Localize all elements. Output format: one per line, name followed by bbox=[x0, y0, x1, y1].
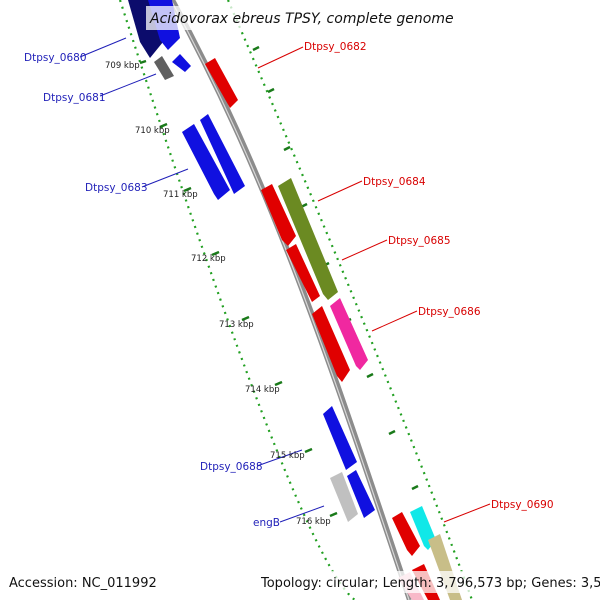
gene-dtpsy-0690-cyan-arrow[interactable] bbox=[410, 506, 436, 550]
leader-dtpsy-0682 bbox=[257, 46, 304, 69]
kbp-label-709: 709 kbp bbox=[105, 61, 140, 71]
accession-text: Accession: NC_011992 bbox=[9, 576, 157, 591]
leader-dtpsy-0686 bbox=[371, 310, 418, 332]
gene-dtpsy-0688-arrow[interactable] bbox=[323, 406, 357, 470]
gene-label-dtpsy-0681[interactable]: Dtpsy_0681 bbox=[43, 92, 106, 104]
gene-dtpsy-0684-olive-arrow[interactable] bbox=[278, 178, 338, 300]
gene-small-gray-arrow[interactable] bbox=[154, 56, 174, 80]
kbp-label-714: 714 kbp bbox=[245, 385, 280, 395]
gene-dtpsy-0690-red-arrow[interactable] bbox=[392, 512, 420, 556]
leader-lines bbox=[79, 37, 491, 523]
kbp-label-716: 716 kbp bbox=[296, 517, 331, 527]
gene-dtpsy-0682-arrow[interactable] bbox=[205, 58, 238, 108]
genome-title: Acidovorax ebreus TPSY, complete genome bbox=[149, 11, 454, 27]
genome-summary-text: Topology: circular; Length: 3,796,573 bp… bbox=[260, 576, 600, 591]
kbp-label-710: 710 kbp bbox=[135, 126, 170, 136]
gene-dtpsy-0683-left-arrow[interactable] bbox=[182, 124, 230, 200]
leader-dtpsy-0684 bbox=[317, 180, 363, 202]
gene-label-dtpsy-0680[interactable]: Dtpsy_0680 bbox=[24, 52, 87, 64]
gene-dtpsy-0685-arrow[interactable] bbox=[286, 244, 320, 302]
leader-dtpsy-0688 bbox=[256, 449, 303, 467]
inner-tick-marks bbox=[139, 59, 338, 518]
inner-dotted-guide bbox=[118, 0, 356, 600]
genome-backbone-highlight bbox=[170, 0, 410, 600]
title-background bbox=[146, 6, 452, 30]
leader-dtpsy-0680 bbox=[79, 37, 127, 58]
gene-dtpsy-0686-magenta-arrow[interactable] bbox=[330, 298, 368, 370]
leader-engb bbox=[279, 505, 325, 523]
reverse-strand-genes bbox=[128, 0, 375, 522]
footer-summary-background bbox=[258, 571, 596, 593]
leader-dtpsy-0681 bbox=[99, 73, 157, 97]
gene-dtpsy-0684-red-arrow[interactable] bbox=[261, 184, 296, 246]
kbp-label-711: 711 kbp bbox=[163, 190, 198, 200]
gene-label-dtpsy-0686[interactable]: Dtpsy_0686 bbox=[418, 306, 481, 318]
gene-dtpsy-0681-arrow[interactable] bbox=[172, 54, 191, 72]
gene-label-dtpsy-0685[interactable]: Dtpsy_0685 bbox=[388, 235, 451, 247]
kbp-labels: 709 kbp 710 kbp 711 kbp 712 kbp 713 kbp … bbox=[105, 61, 331, 527]
gene-label-dtpsy-0683[interactable]: Dtpsy_0683 bbox=[85, 182, 148, 194]
gene-label-dtpsy-0684[interactable]: Dtpsy_0684 bbox=[363, 176, 426, 188]
gene-label-engb[interactable]: engB bbox=[253, 517, 280, 529]
leader-dtpsy-0685 bbox=[341, 239, 388, 261]
gene-dtpsy-0686-red-arrow[interactable] bbox=[312, 306, 350, 382]
forward-strand-genes bbox=[205, 58, 462, 600]
kbp-label-715: 715 kbp bbox=[270, 451, 305, 461]
gene-label-dtpsy-0682[interactable]: Dtpsy_0682 bbox=[304, 41, 367, 53]
outer-dotted-guide bbox=[226, 0, 474, 600]
gene-blue-small-arrow[interactable] bbox=[347, 470, 375, 518]
gene-label-dtpsy-0688[interactable]: Dtpsy_0688 bbox=[200, 461, 263, 473]
gene-engb-arrow[interactable] bbox=[330, 472, 358, 522]
genome-backbone bbox=[169, 0, 413, 600]
kbp-label-713: 713 kbp bbox=[219, 320, 254, 330]
kbp-label-712: 712 kbp bbox=[191, 254, 226, 264]
gene-labels: Dtpsy_0680 Dtpsy_0681 Dtpsy_0682 Dtpsy_0… bbox=[24, 41, 554, 529]
gene-label-dtpsy-0690[interactable]: Dtpsy_0690 bbox=[491, 499, 554, 511]
leader-dtpsy-0690 bbox=[443, 503, 491, 523]
gene-dtpsy-0683-right-arrow[interactable] bbox=[200, 114, 245, 194]
leader-dtpsy-0683 bbox=[141, 168, 189, 188]
